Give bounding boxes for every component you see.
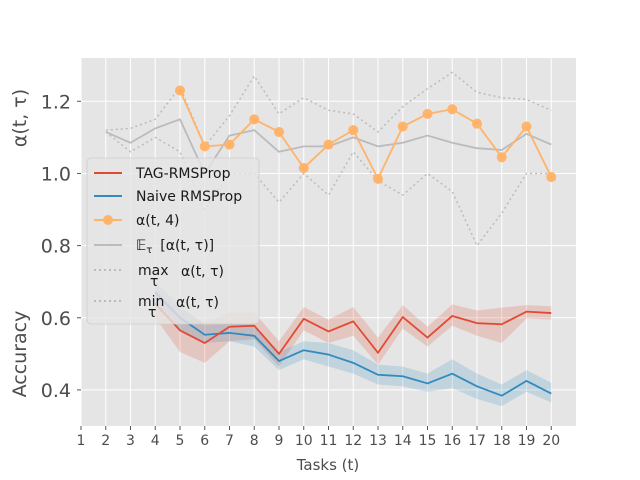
y-tick-label-0-8: 0.8 xyxy=(41,236,71,258)
point-alpha-t4-t9 xyxy=(274,126,284,137)
x-tick-label-17: 17 xyxy=(468,433,486,449)
legend-mean-subscript: τ xyxy=(146,245,152,256)
legend-label-tag-rmsprop: TAG-RMSProp xyxy=(135,166,231,182)
y-tick-label-0-4: 0.4 xyxy=(41,380,71,402)
point-alpha-t4-t6 xyxy=(199,141,210,152)
x-tick-label-11: 11 xyxy=(320,433,338,449)
legend-marker-alpha-t4 xyxy=(103,215,113,225)
x-tick-label-19: 19 xyxy=(518,433,536,449)
band-naive-rmsprop xyxy=(155,281,552,407)
legend-max-subscript: τ xyxy=(150,274,158,290)
point-alpha-t4-t11 xyxy=(323,139,334,150)
y-tick-label-1: 1.0 xyxy=(41,163,71,185)
legend-label-alpha-t4: α(t, 4) xyxy=(136,213,179,229)
x-tick-label-18: 18 xyxy=(493,433,511,449)
point-alpha-t4-t16 xyxy=(447,104,458,115)
x-tick-label-5: 5 xyxy=(176,433,185,449)
legend: TAG-RMSProp Naive RMSProp α(t, 4) 𝔼τ [α(t… xyxy=(86,157,260,325)
point-alpha-t4-t15 xyxy=(422,108,433,119)
y-axis-label-top: α(t, τ) xyxy=(9,89,31,147)
legend-label-naive-rmsprop: Naive RMSProp xyxy=(136,189,242,205)
series-line-naive-rmsprop xyxy=(154,291,552,397)
point-alpha-t4-t7 xyxy=(224,139,235,150)
series-lines xyxy=(105,71,557,397)
point-alpha-t4-t18 xyxy=(496,152,507,163)
series-line-tag-rmsprop xyxy=(154,302,552,355)
x-tick-label-14: 14 xyxy=(394,433,412,449)
point-alpha-t4-t17 xyxy=(472,118,482,129)
legend-min-operator: min xyxy=(138,294,164,310)
x-tick-label-8: 8 xyxy=(250,433,259,449)
legend-mean-operator: 𝔼 xyxy=(136,238,146,254)
x-tick-label-16: 16 xyxy=(443,433,461,449)
confidence-bands xyxy=(155,281,552,407)
legend-max-argument: α(t, τ) xyxy=(181,264,224,280)
y-axis-label-bottom: Accuracy xyxy=(9,311,31,398)
y-tick-label-0-6: 0.6 xyxy=(41,308,71,330)
legend-max-operator: max xyxy=(138,263,169,279)
x-tick-label-12: 12 xyxy=(344,433,362,449)
x-axis-label: Tasks (t) xyxy=(296,456,360,474)
band-tag-rmsprop xyxy=(155,288,552,367)
y-tick-label-1-2: 1.2 xyxy=(41,91,71,113)
legend-mean-argument: [α(t, τ)] xyxy=(160,238,214,254)
point-alpha-t4-t20 xyxy=(546,172,557,183)
legend-box xyxy=(86,157,260,325)
x-tick-label-2: 2 xyxy=(101,433,110,449)
x-tick-label-20: 20 xyxy=(542,433,560,449)
y-axis-ticks: 0.4 0.6 0.8 1.0 1.2 xyxy=(41,91,81,402)
x-tick-label-4: 4 xyxy=(151,433,160,449)
x-tick-label-6: 6 xyxy=(200,433,209,449)
series-line-alpha-t4 xyxy=(179,90,553,180)
gridlines xyxy=(80,58,576,426)
x-tick-label-1: 1 xyxy=(77,433,86,449)
point-alpha-t4-t8 xyxy=(249,114,260,125)
point-alpha-t4-t19 xyxy=(521,121,532,132)
point-alpha-t4-t10 xyxy=(298,163,309,174)
point-alpha-t4-t12 xyxy=(348,125,359,136)
point-alpha-t4-t5 xyxy=(175,85,185,96)
point-alpha-t4-t13 xyxy=(373,173,383,184)
legend-min-argument: α(t, τ) xyxy=(176,295,219,311)
point-alpha-t4-t14 xyxy=(397,121,408,132)
x-tick-label-9: 9 xyxy=(275,433,284,449)
x-tick-label-10: 10 xyxy=(295,433,313,449)
legend-min-subscript: τ xyxy=(148,305,156,321)
x-tick-label-15: 15 xyxy=(419,433,437,449)
x-tick-label-13: 13 xyxy=(369,433,387,449)
x-tick-label-3: 3 xyxy=(126,433,135,449)
x-axis-ticks: 1 2 3 4 5 6 7 8 9 10 11 12 13 14 15 16 17 18 19 20 xyxy=(77,426,560,449)
x-tick-label-7: 7 xyxy=(225,433,234,449)
legend-label-mean-alpha: 𝔼τ [α(t, τ)] xyxy=(136,238,214,256)
